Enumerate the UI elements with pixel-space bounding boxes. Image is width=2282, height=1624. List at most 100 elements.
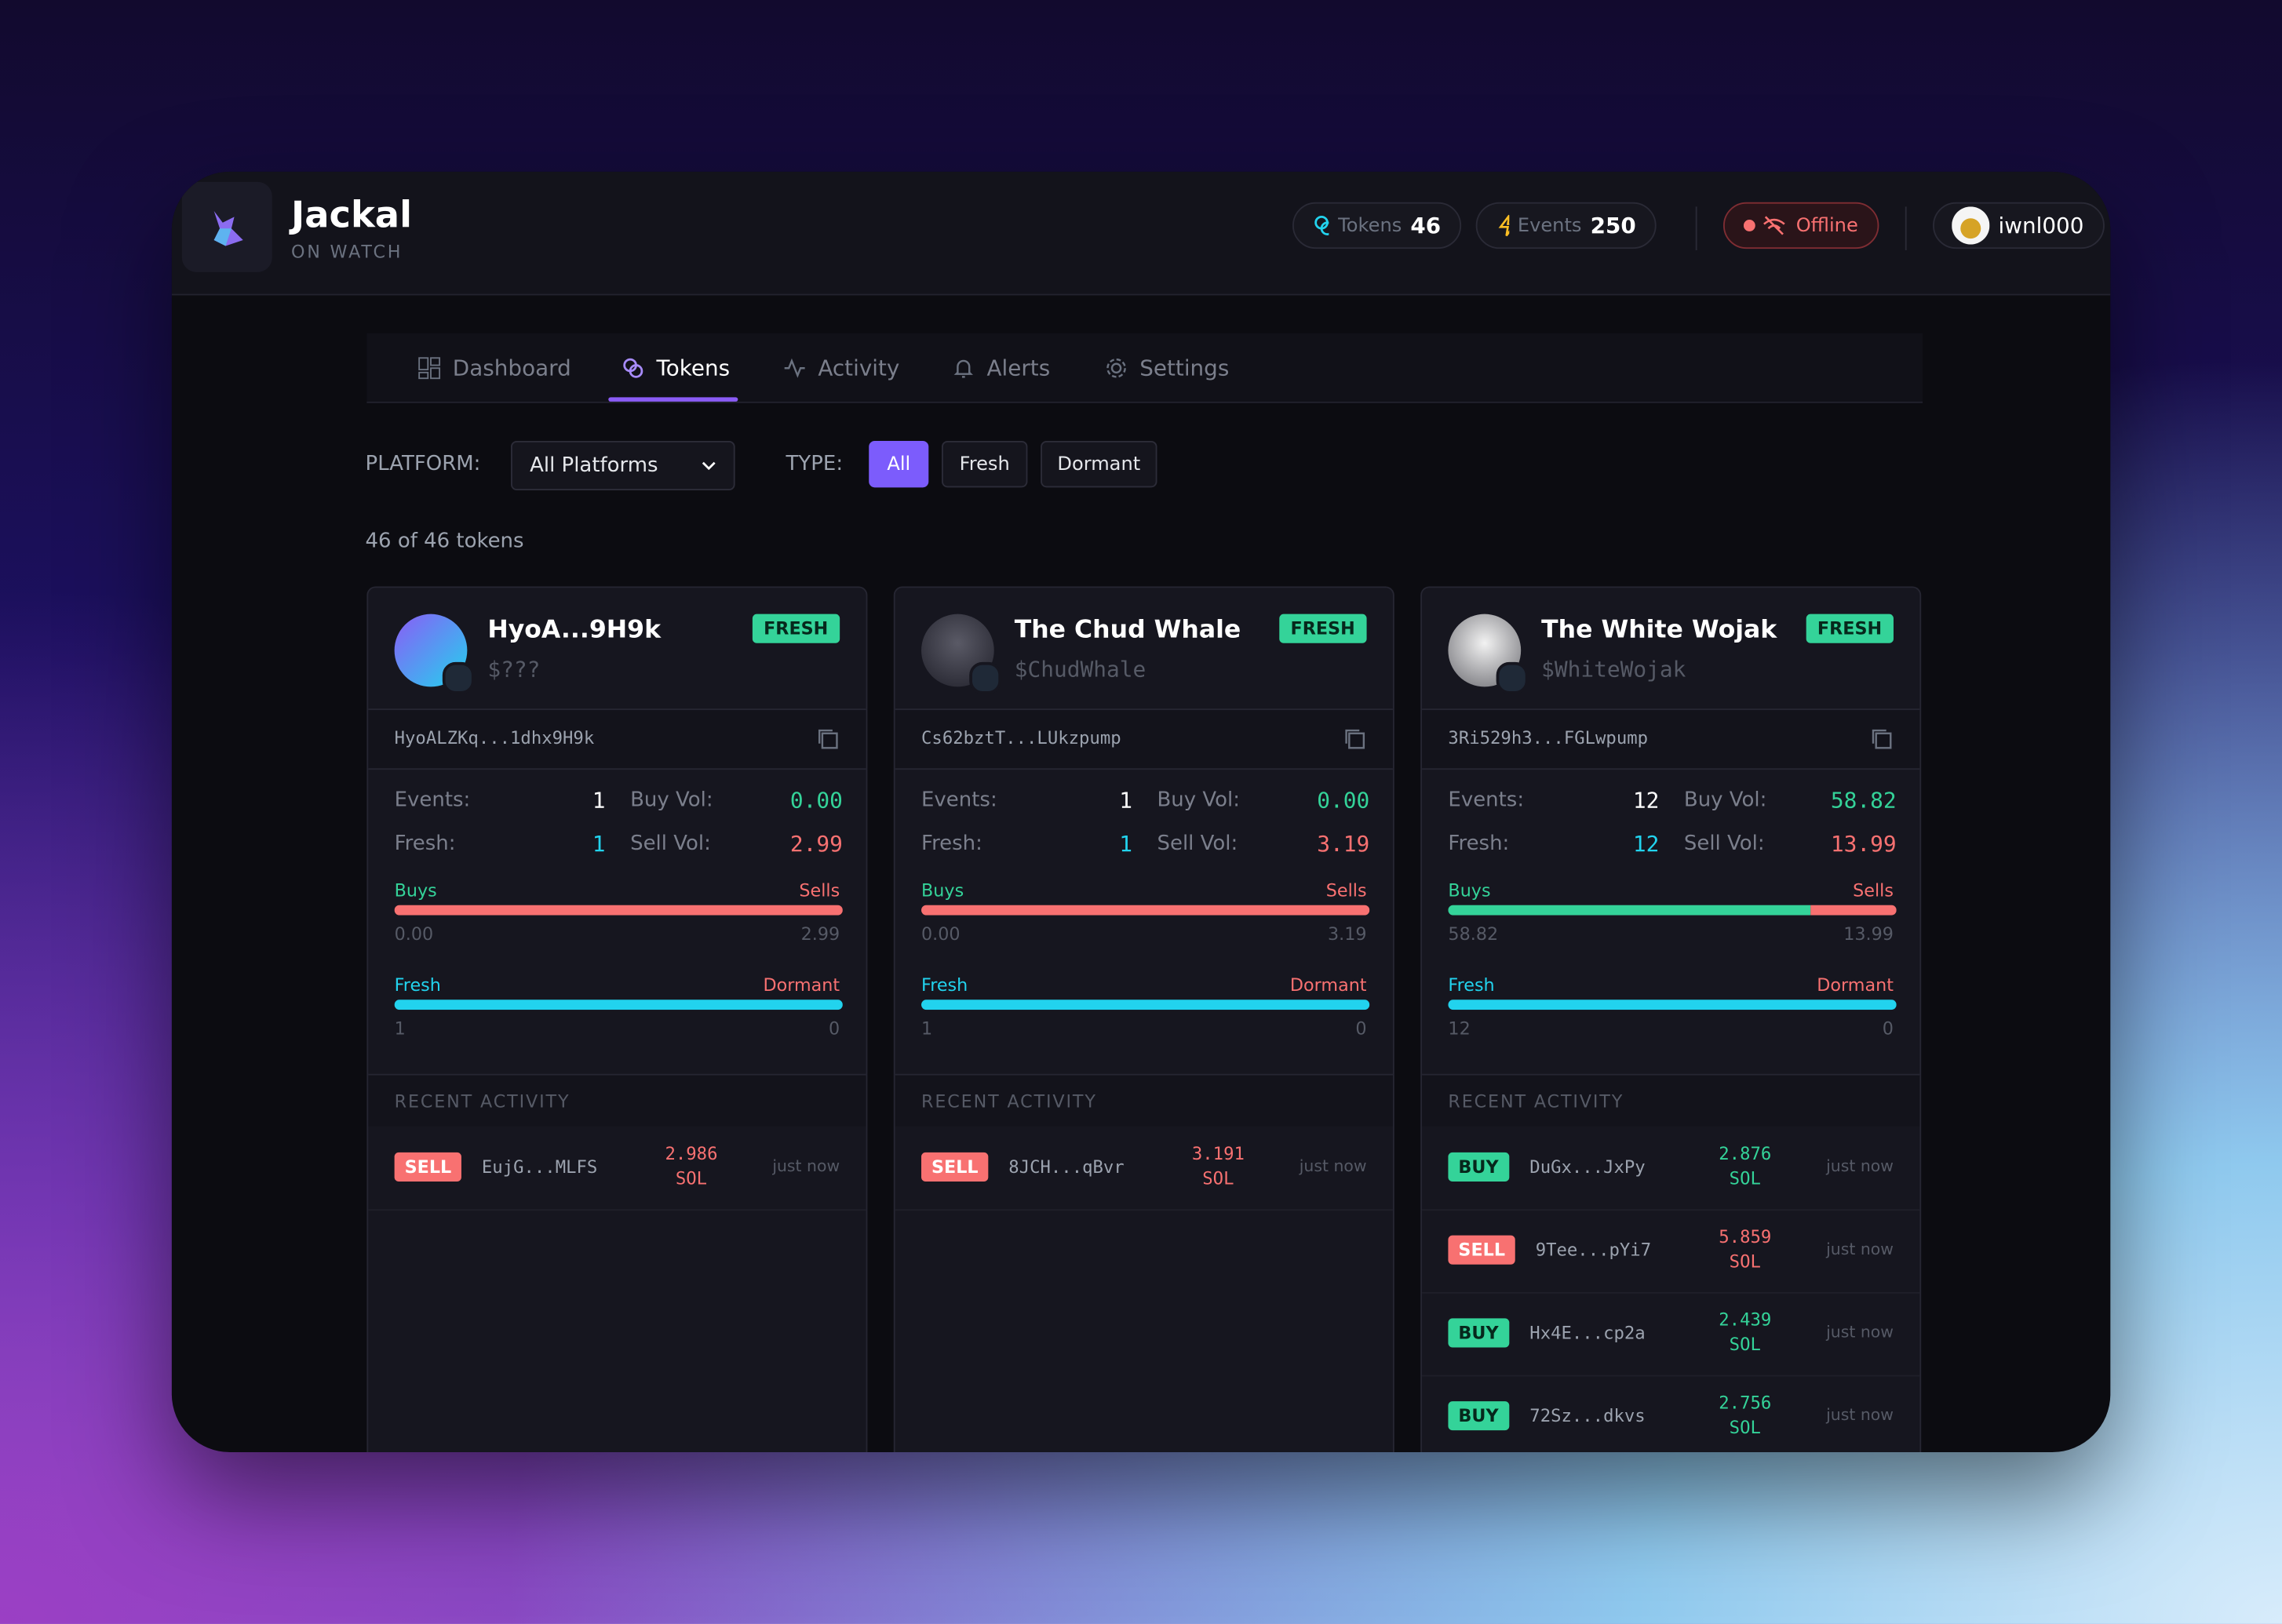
time: just now xyxy=(1826,1240,1894,1259)
amount: 3.191 xyxy=(1191,1143,1245,1164)
bar-label: Dormant xyxy=(763,974,840,996)
amount: 2.439 xyxy=(1719,1309,1772,1331)
recent-header: RECENT ACTIVITY xyxy=(1422,1075,1920,1127)
stat-value: 13.99 xyxy=(1830,831,1897,858)
tab-label: Tokens xyxy=(656,354,731,381)
ratio-bar xyxy=(394,1000,843,1010)
platform-dot xyxy=(442,661,475,694)
stat-value: 1 xyxy=(592,831,606,858)
wallet: 72Sz...dkvs xyxy=(1529,1405,1646,1426)
tab-icon xyxy=(953,359,973,377)
stat-label: Buy Vol: xyxy=(630,788,713,812)
bar-segment xyxy=(1810,905,1897,916)
bar-label: Buys xyxy=(394,880,437,901)
brand: Jackal xyxy=(290,193,412,236)
nav-tab[interactable]: Dashboard xyxy=(417,333,571,402)
stat-value: 2.99 xyxy=(789,831,843,858)
divider xyxy=(1422,768,1920,770)
ratio-bar xyxy=(921,1000,1370,1010)
type-label: TYPE: xyxy=(786,452,844,476)
platform-label: PLATFORM: xyxy=(365,452,481,476)
tokens-label: Tokens xyxy=(1338,214,1402,237)
amount-unit: SOL xyxy=(1729,1251,1761,1273)
nav-tab[interactable]: Tokens xyxy=(622,333,730,402)
bar-segment xyxy=(394,1000,843,1010)
platform-dot xyxy=(1496,661,1529,694)
status-pill: Offline xyxy=(1722,202,1879,249)
bar-label: Dormant xyxy=(1289,974,1367,996)
stat-label: Sell Vol: xyxy=(1683,832,1765,856)
stat-label: Buy Vol: xyxy=(1683,788,1767,812)
token-name: The Chud Whale xyxy=(1014,615,1241,645)
logo-icon xyxy=(213,210,243,246)
tab-icon xyxy=(623,357,643,377)
activity-row: BUY DuGx...JxPy 2.876 SOL just now xyxy=(1422,1127,1920,1211)
token-address: Cs62bztT...LUkzpump xyxy=(921,727,1121,748)
bar-label: Fresh xyxy=(1448,974,1495,996)
copy-button[interactable] xyxy=(1343,727,1367,756)
tab-label: Dashboard xyxy=(452,354,571,381)
user-pill[interactable]: iwnl000 xyxy=(1933,202,2105,249)
wallet: 9Tee...pYi7 xyxy=(1535,1240,1652,1261)
type-button[interactable]: Dormant xyxy=(1041,440,1157,488)
platform-select[interactable]: All Platforms xyxy=(510,440,735,491)
token-ticker: $WhiteWojak xyxy=(1541,656,1686,683)
events-label: Events xyxy=(1517,214,1582,237)
bar-segment xyxy=(394,905,843,916)
platform-dot xyxy=(969,661,1002,694)
wallet: DuGx...JxPy xyxy=(1529,1156,1646,1178)
bar-value: 13.99 xyxy=(1843,923,1894,945)
tagline: ON WATCH xyxy=(290,241,403,262)
copy-button[interactable] xyxy=(1870,727,1894,756)
status-badge: FRESH xyxy=(1278,614,1367,643)
nav-tab[interactable]: Activity xyxy=(783,333,899,402)
stat-label: Events: xyxy=(394,788,471,812)
stat-label: Events: xyxy=(921,788,997,812)
stat-label: Fresh: xyxy=(921,832,982,856)
ratio-bar xyxy=(394,905,843,916)
copy-button[interactable] xyxy=(816,727,840,756)
bar-label: Dormant xyxy=(1817,974,1894,996)
token-address: HyoALZKq...1dhx9H9k xyxy=(394,727,595,748)
time: just now xyxy=(772,1156,840,1176)
bar-value: 3.19 xyxy=(1328,923,1367,945)
token-avatar xyxy=(921,614,1002,694)
token-card: HyoA...9H9k $??? FRESH HyoALZKq...1dhx9H9k E… xyxy=(366,586,868,1452)
divider xyxy=(1422,1073,1920,1076)
bar-segment xyxy=(1448,905,1810,916)
app-window: Jackal ON WATCH Tokens 46 Events 250 Offli… xyxy=(171,171,2111,1452)
divider xyxy=(368,1073,866,1076)
amount: 2.986 xyxy=(665,1143,718,1164)
activity-row: BUY Hx4E...cp2a 2.439 SOL just now xyxy=(1422,1292,1920,1377)
divider xyxy=(1695,206,1697,251)
tokens-count: 46 xyxy=(1410,212,1442,239)
type-button[interactable]: Fresh xyxy=(941,440,1028,488)
bar-value: 0.00 xyxy=(921,923,961,945)
token-name: HyoA...9H9k xyxy=(487,615,662,645)
stat-value: 1 xyxy=(1119,831,1132,858)
divider xyxy=(1905,206,1907,251)
nav-tab[interactable]: Settings xyxy=(1105,333,1229,402)
divider xyxy=(368,708,866,711)
bar-label: Sells xyxy=(1853,880,1894,901)
type-button[interactable]: All xyxy=(869,440,929,488)
bar-value: 2.99 xyxy=(800,923,840,945)
nav-tab[interactable]: Alerts xyxy=(952,333,1050,402)
stat-value: 1 xyxy=(1119,787,1132,814)
tab-icon xyxy=(418,356,441,379)
recent-title: RECENT ACTIVITY xyxy=(921,1091,1097,1112)
stat-label: Buy Vol: xyxy=(1157,788,1240,812)
status-text: Offline xyxy=(1795,214,1858,237)
amount-unit: SOL xyxy=(675,1168,708,1189)
bar-label: Sells xyxy=(1325,880,1367,901)
copy-icon xyxy=(818,729,838,749)
recent-title: RECENT ACTIVITY xyxy=(394,1091,570,1112)
bar-label: Sells xyxy=(799,880,840,901)
logo xyxy=(181,181,272,272)
events-icon xyxy=(1498,214,1509,237)
activity-row: BUY 72Sz...dkvs 2.756 SOL just now xyxy=(1422,1375,1919,1452)
token-count: 46 of 46 tokens xyxy=(365,530,524,553)
side-badge: SELL xyxy=(394,1152,462,1182)
activity-row: SELL 9Tee...pYi7 5.859 SOL just now xyxy=(1422,1209,1920,1294)
